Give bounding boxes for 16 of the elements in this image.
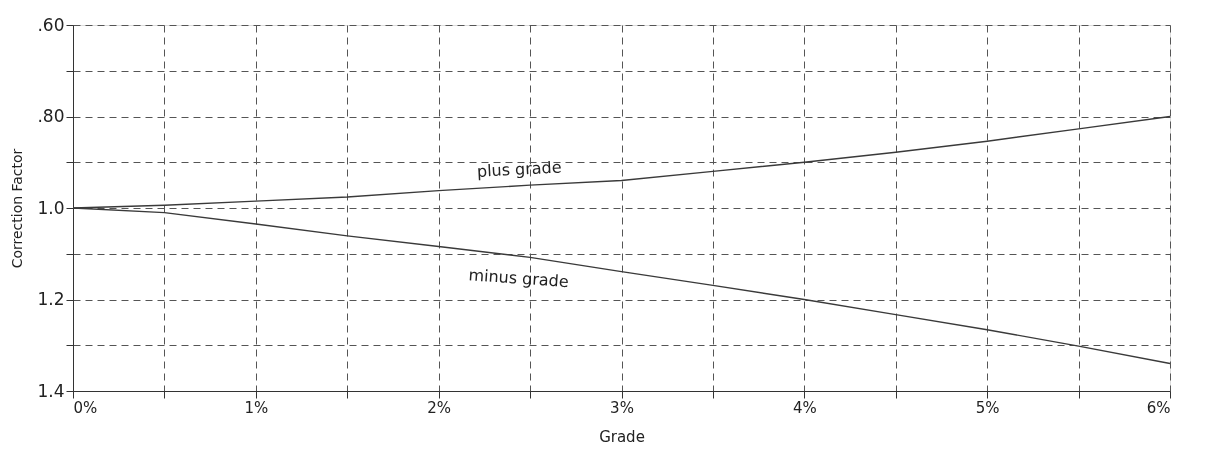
- y-tick-label: .60: [37, 14, 65, 35]
- x-tick-label: 0%: [73, 398, 98, 417]
- x-tick-label: 3%: [610, 398, 634, 417]
- x-tick-label: 1%: [244, 398, 269, 417]
- y-tick-label: .80: [37, 106, 65, 126]
- series-label: minus grade: [467, 265, 570, 292]
- x-axis-title: Grade: [599, 427, 645, 446]
- x-tick-label: 5%: [975, 398, 1000, 417]
- x-tick-label: 4%: [792, 398, 817, 417]
- series-label: plus grade: [476, 157, 563, 181]
- y-tick-label: 1.0: [37, 197, 65, 218]
- x-tick-label: 2%: [427, 398, 452, 417]
- x-tick-label: 6%: [1146, 398, 1171, 417]
- y-tick-label: 1.2: [37, 289, 65, 309]
- y-tick-label: 1.4: [37, 380, 65, 401]
- y-axis-title: Correction Factor: [9, 148, 26, 269]
